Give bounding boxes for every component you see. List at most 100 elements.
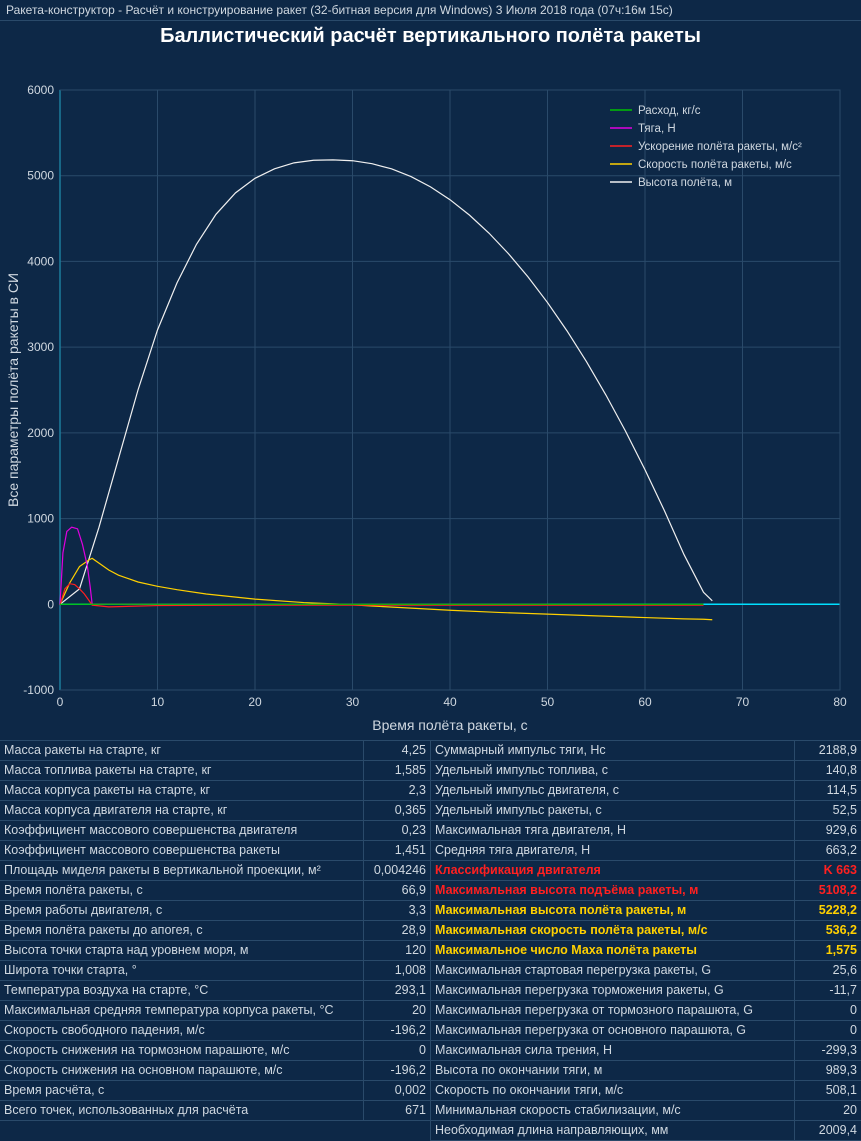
param-value: 2188,9 [795, 741, 861, 760]
param-value: 0 [364, 1041, 430, 1060]
param-row: Время работы двигателя, с3,3 [0, 901, 430, 921]
param-value: 929,6 [795, 821, 861, 840]
param-row: Скорость свободного падения, м/с-196,2 [0, 1021, 430, 1041]
param-row: Удельный импульс ракеты, с52,5 [431, 801, 861, 821]
param-label: Минимальная скорость стабилизации, м/с [431, 1101, 795, 1120]
param-value: 2,3 [364, 781, 430, 800]
param-row: Средняя тяга двигателя, Н663,2 [431, 841, 861, 861]
param-row: Максимальная перегрузка торможения ракет… [431, 981, 861, 1001]
svg-text:20: 20 [248, 695, 262, 709]
svg-text:5000: 5000 [27, 169, 54, 183]
param-label: Максимальная тяга двигателя, Н [431, 821, 795, 840]
param-row: Максимальная перегрузка от основного пар… [431, 1021, 861, 1041]
param-label: Скорость свободного падения, м/с [0, 1021, 364, 1040]
param-row: Скорость снижения на основном парашюте, … [0, 1061, 430, 1081]
param-label: Масса корпуса ракеты на старте, кг [0, 781, 364, 800]
svg-text:10: 10 [151, 695, 165, 709]
param-label: Коэффициент массового совершенства ракет… [0, 841, 364, 860]
param-label: Время полёта ракеты, с [0, 881, 364, 900]
param-value: 293,1 [364, 981, 430, 1000]
svg-text:0: 0 [47, 597, 54, 611]
param-label: Время расчёта, с [0, 1081, 364, 1100]
param-label: Масса корпуса двигателя на старте, кг [0, 801, 364, 820]
param-row: Максимальная скорость полёта ракеты, м/с… [431, 921, 861, 941]
chart-svg: 01020304050607080-1000010002000300040005… [0, 50, 861, 740]
svg-text:Скорость полёта ракеты, м/с: Скорость полёта ракеты, м/с [638, 159, 792, 171]
param-label: Максимальная высота подъёма ракеты, м [431, 881, 795, 900]
param-value: 5228,2 [795, 901, 861, 920]
svg-text:2000: 2000 [27, 426, 54, 440]
svg-text:6000: 6000 [27, 83, 54, 97]
param-label: Максимальная высота полёта ракеты, м [431, 901, 795, 920]
param-value: 140,8 [795, 761, 861, 780]
param-label: Удельный импульс двигателя, с [431, 781, 795, 800]
param-label: Максимальная перегрузка торможения ракет… [431, 981, 795, 1000]
param-value: 4,25 [364, 741, 430, 760]
chart-title: Баллистический расчёт вертикального полё… [0, 21, 861, 50]
param-label: Коэффициент массового совершенства двига… [0, 821, 364, 840]
param-value: 663,2 [795, 841, 861, 860]
param-label: Время полёта ракеты до апогея, с [0, 921, 364, 940]
param-value: 66,9 [364, 881, 430, 900]
param-label: Масса топлива ракеты на старте, кг [0, 761, 364, 780]
param-label: Широта точки старта, ° [0, 961, 364, 980]
param-row: Максимальная тяга двигателя, Н929,6 [431, 821, 861, 841]
param-row: Высота по окончании тяги, м989,3 [431, 1061, 861, 1081]
param-row: Необходимая длина направляющих, мм2009,4 [431, 1121, 861, 1141]
param-label: Высота по окончании тяги, м [431, 1061, 795, 1080]
params-left-column: Масса ракеты на старте, кг4,25Масса топл… [0, 741, 431, 1141]
svg-text:Тяга, Н: Тяга, Н [638, 123, 676, 135]
param-value: 0,002 [364, 1081, 430, 1100]
param-row: Скорость снижения на тормозном парашюте,… [0, 1041, 430, 1061]
param-label: Высота точки старта над уровнем моря, м [0, 941, 364, 960]
svg-text:1000: 1000 [27, 512, 54, 526]
param-label: Максимальная средняя температура корпуса… [0, 1001, 364, 1020]
param-row: Коэффициент массового совершенства двига… [0, 821, 430, 841]
param-row: Масса корпуса ракеты на старте, кг2,3 [0, 781, 430, 801]
svg-text:4000: 4000 [27, 254, 54, 268]
param-label: Максимальная перегрузка от тормозного па… [431, 1001, 795, 1020]
param-label: Максимальное число Маха полёта ракеты [431, 941, 795, 960]
param-value: 0,004246 [364, 861, 430, 880]
param-label: Удельный импульс ракеты, с [431, 801, 795, 820]
svg-text:3000: 3000 [27, 340, 54, 354]
svg-text:50: 50 [541, 695, 555, 709]
param-row: Удельный импульс топлива, с140,8 [431, 761, 861, 781]
param-value: K 663 [795, 861, 861, 880]
param-value: 2009,4 [795, 1121, 861, 1140]
param-label: Максимальная скорость полёта ракеты, м/с [431, 921, 795, 940]
svg-text:60: 60 [638, 695, 652, 709]
param-label: Классификация двигателя [431, 861, 795, 880]
param-row: Масса корпуса двигателя на старте, кг0,3… [0, 801, 430, 821]
param-value: 0 [795, 1001, 861, 1020]
param-label: Максимальная сила трения, Н [431, 1041, 795, 1060]
param-row: Высота точки старта над уровнем моря, м1… [0, 941, 430, 961]
param-value: 114,5 [795, 781, 861, 800]
param-label: Масса ракеты на старте, кг [0, 741, 364, 760]
param-value: 989,3 [795, 1061, 861, 1080]
param-value: 28,9 [364, 921, 430, 940]
param-label: Удельный импульс топлива, с [431, 761, 795, 780]
param-label: Скорость по окончании тяги, м/с [431, 1081, 795, 1100]
param-label: Максимальная перегрузка от основного пар… [431, 1021, 795, 1040]
svg-text:Ускорение полёта ракеты, м/с²: Ускорение полёта ракеты, м/с² [638, 141, 802, 153]
param-row: Скорость по окончании тяги, м/с508,1 [431, 1081, 861, 1101]
svg-text:40: 40 [443, 695, 457, 709]
param-row: Время полёта ракеты, с66,9 [0, 881, 430, 901]
param-row: Время полёта ракеты до апогея, с28,9 [0, 921, 430, 941]
param-value: 52,5 [795, 801, 861, 820]
svg-text:0: 0 [57, 695, 64, 709]
svg-text:70: 70 [736, 695, 750, 709]
param-value: 0,23 [364, 821, 430, 840]
param-row: Коэффициент массового совершенства ракет… [0, 841, 430, 861]
param-value: 25,6 [795, 961, 861, 980]
param-value: 20 [364, 1001, 430, 1020]
param-row: Время расчёта, с0,002 [0, 1081, 430, 1101]
param-value: 671 [364, 1101, 430, 1120]
param-value: 5108,2 [795, 881, 861, 900]
param-row: Максимальная средняя температура корпуса… [0, 1001, 430, 1021]
window-header: Ракета-конструктор - Расчёт и конструиро… [0, 0, 861, 21]
param-label: Площадь миделя ракеты в вертикальной про… [0, 861, 364, 880]
param-value: 1,585 [364, 761, 430, 780]
param-row: Площадь миделя ракеты в вертикальной про… [0, 861, 430, 881]
